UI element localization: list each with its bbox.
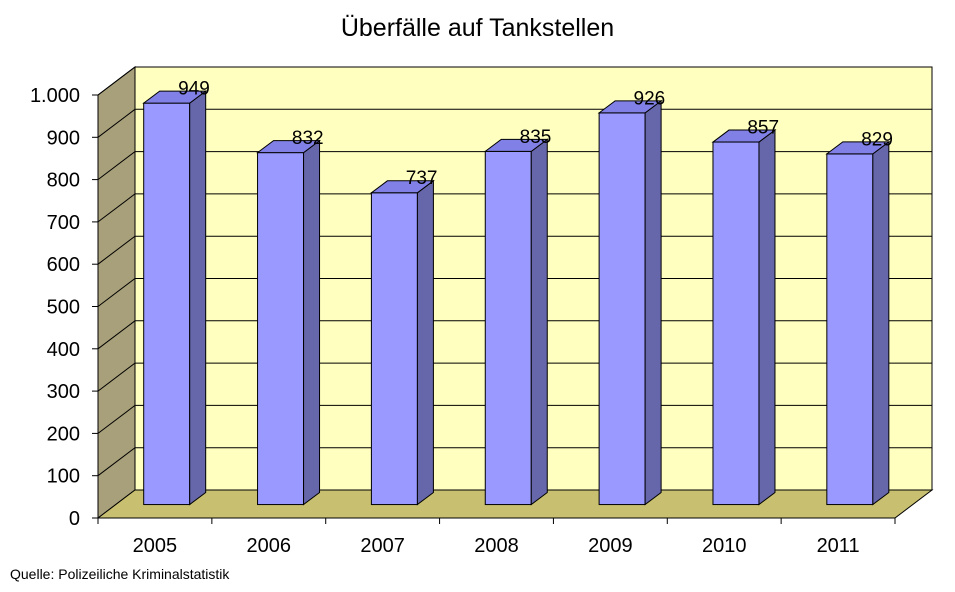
data-label: 835 xyxy=(520,127,552,148)
bar-side xyxy=(189,90,207,506)
labels: 949 2005 832 2006 737 2007 835 2008 926 2009 857 20… xyxy=(133,79,893,557)
bar xyxy=(257,152,305,506)
bar-side xyxy=(416,179,434,506)
gridline xyxy=(97,151,932,180)
y-tick-label: 300 xyxy=(47,381,80,403)
data-label: 949 xyxy=(178,79,210,100)
bar xyxy=(484,150,532,506)
bar-side xyxy=(644,99,662,506)
y-tick-label: 0 xyxy=(69,508,80,530)
bar xyxy=(826,153,874,506)
gridline xyxy=(97,362,932,392)
chart-title: Überfälle auf Tankstellen xyxy=(340,14,615,42)
bar-side xyxy=(530,138,548,506)
y-tick-label: 700 xyxy=(47,212,80,234)
bar-top xyxy=(825,141,891,155)
gridline xyxy=(97,447,932,477)
gridline xyxy=(97,193,932,223)
data-label: 737 xyxy=(406,168,438,189)
gridline xyxy=(97,404,932,434)
data-label: 829 xyxy=(861,129,893,150)
gridline xyxy=(97,320,932,350)
bar-side xyxy=(758,129,776,506)
bars xyxy=(142,90,891,506)
bar xyxy=(598,112,646,506)
y-tick-label: 100 xyxy=(47,466,80,488)
bar-top xyxy=(597,100,663,114)
x-tick-label: 2006 xyxy=(247,535,292,557)
bar-top xyxy=(369,180,435,194)
gridline xyxy=(97,66,932,96)
y-tick-label: 200 xyxy=(47,423,80,445)
y-tick-label: 500 xyxy=(47,297,80,319)
data-label: 857 xyxy=(747,117,779,138)
gridline xyxy=(97,278,932,307)
x-tick-label: 2005 xyxy=(133,535,178,557)
data-label: 926 xyxy=(634,88,666,109)
bar-side xyxy=(303,139,321,506)
gridline xyxy=(97,235,932,265)
x-tick-label: 2011 xyxy=(817,535,860,557)
y-tick-label: 600 xyxy=(47,254,80,276)
y-tick-label: 900 xyxy=(47,127,80,149)
bar xyxy=(143,102,191,506)
x-tick-label: 2007 xyxy=(360,535,405,557)
x-tick-label: 2009 xyxy=(588,535,633,557)
axes: 0 100 200 300 400 500 600 700 800 900 1.000 xyxy=(30,85,896,530)
data-label: 832 xyxy=(292,128,324,149)
source-note: Quelle: Polizeiliche Kriminalstatistik xyxy=(10,566,230,582)
bar-top xyxy=(483,138,549,152)
gridline xyxy=(97,108,932,138)
bar xyxy=(712,141,760,506)
bar-side xyxy=(872,140,890,506)
bar-top xyxy=(711,129,777,143)
x-tick-label: 2008 xyxy=(474,535,519,557)
bar xyxy=(370,192,418,506)
gridlines xyxy=(97,66,932,477)
x-tick-label: 2010 xyxy=(702,535,747,557)
y-tick-label: 800 xyxy=(47,170,80,192)
bar-top xyxy=(142,90,208,104)
bar-top xyxy=(256,140,322,154)
y-tick-label: 1.000 xyxy=(30,85,80,107)
y-tick-label: 400 xyxy=(47,339,80,361)
